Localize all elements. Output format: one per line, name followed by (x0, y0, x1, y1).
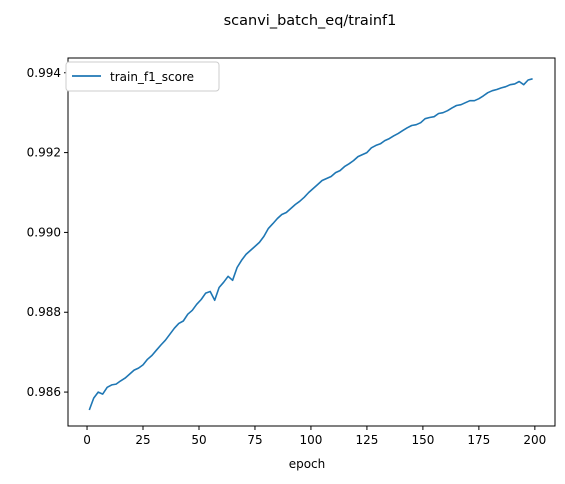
legend-label-train-f1-score: train_f1_score (110, 70, 194, 84)
y-tick-label: 0.994 (27, 66, 61, 80)
x-tick-label: 175 (467, 433, 490, 447)
series-line-train-f1-score (88, 78, 533, 411)
x-tick-label: 25 (135, 433, 150, 447)
x-tick-label: 125 (355, 433, 378, 447)
x-tick-label: 100 (299, 433, 322, 447)
legend: train_f1_score (65, 61, 220, 92)
y-tick-label: 0.990 (27, 225, 61, 239)
x-axis: 0 25 50 75 100 125 150 175 200 (83, 426, 546, 447)
legend-box (65, 61, 220, 92)
y-tick-label: 0.986 (27, 385, 61, 399)
x-tick-label: 0 (83, 433, 91, 447)
plot-frame (67, 57, 556, 427)
y-tick-label: 0.988 (27, 305, 61, 319)
x-axis-label: epoch (289, 457, 326, 471)
x-tick-label: 150 (411, 433, 434, 447)
x-tick-label: 75 (247, 433, 262, 447)
y-axis: 0.986 0.988 0.990 0.992 0.994 (27, 66, 68, 399)
plot-area (88, 78, 533, 411)
x-tick-label: 200 (523, 433, 546, 447)
x-tick-label: 50 (191, 433, 206, 447)
chart-title: scanvi_batch_eq/trainf1 (224, 13, 397, 29)
y-tick-label: 0.992 (27, 146, 61, 160)
